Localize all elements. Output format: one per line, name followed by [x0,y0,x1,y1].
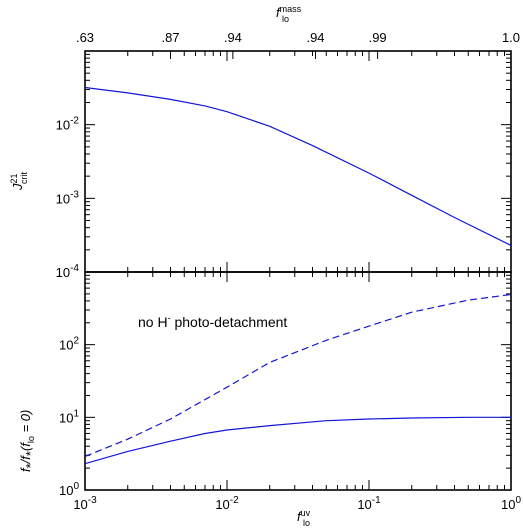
top-axis-tick-label: .63 [76,30,94,45]
x-axis-label-sub: lo [303,518,310,528]
bottom-panel: 100 101 102 10-3 10-2 10-1 100 [59,271,521,512]
top-y-axis-label: J21crit [9,172,29,191]
y-tick-label: 10-3 [56,189,80,206]
x-axis-label: fuv lo [297,508,311,528]
x-tick-label: 10-2 [215,495,239,512]
top-y-axis-label-main: J [10,183,25,191]
top-axis-tick-label: .87 [161,30,179,45]
top-axis-tick-label: .94 [306,30,324,45]
annotation-part-2: photo-detachment [171,314,288,330]
top-axis-label-main: f [276,5,281,20]
top-axis-tick-label: 1.0 [502,30,520,45]
annotation-no-photodetachment: no H- photo-detachment [138,313,287,330]
x-axis-label-sup: uv [301,508,311,518]
x-axis-label-main: f [297,509,302,524]
bottom-y-axis-label-p3: (f [18,442,33,451]
bottom-y-axis-label-p5: = 0) [18,410,33,436]
bottom-y-axis-label-sub: lo [26,436,36,443]
x-tick-label: 10-1 [357,495,381,512]
top-axis-label-sub: lo [282,14,289,24]
top-y-axis-label-sup: 21 [9,173,19,183]
plot-frame [84,271,512,491]
x-tick-label: 10-3 [73,495,97,512]
top-y-axis-label-sub: crit [19,172,29,184]
bottom-y-axis-label-p1: f [18,467,33,472]
bottom-y-axis-label: f*/f*(flo = 0) [18,410,38,472]
plot-frame [84,50,512,273]
annotation-sup: - [168,313,171,323]
top-axis-tick-label: .99 [369,30,387,45]
y-tick-label: 101 [59,408,79,425]
top-axis-label-sup: mass [280,4,302,14]
series-line-dashed [84,293,512,457]
y-tick-label: 10-2 [56,116,80,133]
top-axis-tick-label: .94 [224,30,242,45]
y-tick-label: 100 [59,481,79,498]
top-panel: 10-4 10-3 10-2 .63 .87 .94 .94 .99 1.0 [56,30,520,280]
bottom-y-axis-label-star2: * [23,451,38,456]
y-tick-label: 10-4 [56,263,80,280]
bottom-y-axis-label-star1: * [23,463,38,468]
top-axis-label: fmass lo [276,4,302,24]
series-line-solid [84,416,511,465]
y-tick-label: 102 [59,336,79,353]
bottom-y-axis-label-p2: /f [18,455,33,465]
x-tick-label: 100 [501,495,521,512]
series-line-solid [84,86,512,246]
annotation-part-1: no H [138,314,168,330]
